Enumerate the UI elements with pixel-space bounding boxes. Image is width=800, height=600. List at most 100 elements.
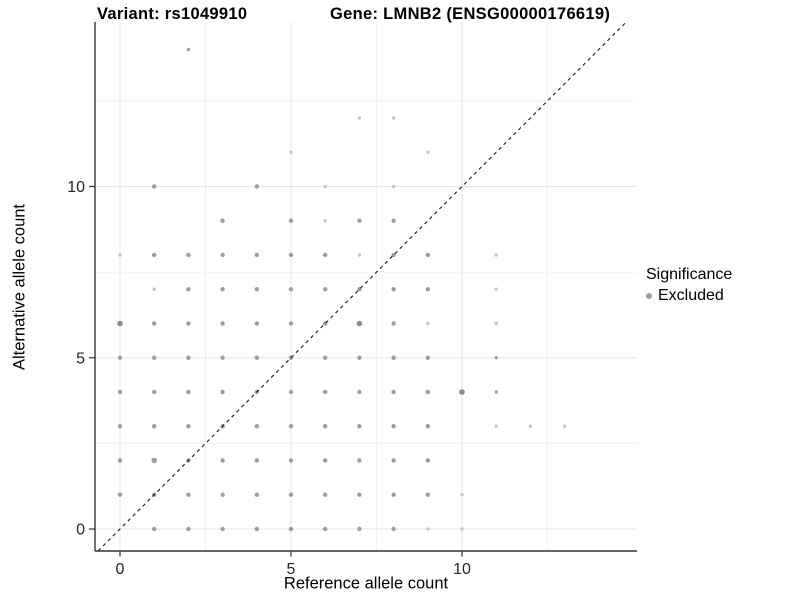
data-point (288, 389, 294, 395)
data-point (152, 252, 157, 258)
data-point (425, 252, 430, 258)
data-point (357, 389, 362, 395)
data-point (254, 492, 259, 497)
gene-title: Gene: LMNB2 (ENSG00000176619) (330, 5, 611, 23)
data-point (288, 287, 294, 292)
data-point (288, 321, 294, 326)
data-point (288, 252, 294, 258)
data-point (220, 389, 225, 395)
data-point (391, 458, 396, 463)
data-point (391, 287, 396, 292)
identity-line (97, 21, 628, 552)
data-point (323, 526, 328, 532)
data-point (357, 526, 362, 532)
data-point (254, 458, 259, 463)
data-point (425, 424, 430, 429)
data-point (357, 458, 362, 463)
data-point (288, 218, 294, 223)
data-point (459, 389, 465, 395)
data-point (186, 321, 191, 326)
data-point (426, 321, 430, 326)
data-point (323, 389, 328, 395)
data-point (152, 424, 157, 429)
data-point (220, 458, 225, 463)
data-point (152, 526, 157, 532)
x-axis-label: Reference allele count (283, 574, 449, 593)
excluded-point-icon (646, 293, 652, 299)
data-point (288, 424, 294, 429)
data-point (323, 252, 328, 258)
data-point (494, 424, 498, 428)
data-point (254, 252, 259, 258)
data-point (425, 389, 430, 395)
data-point (152, 184, 157, 189)
x-tick-label: 10 (453, 561, 471, 578)
data-point (460, 493, 464, 497)
data-point (357, 492, 362, 497)
y-tick-label: 10 (67, 179, 85, 196)
data-point (391, 321, 396, 326)
data-point (391, 492, 396, 497)
data-point (391, 424, 396, 429)
data-point (152, 389, 157, 395)
data-point (425, 287, 430, 292)
data-point (117, 320, 123, 327)
data-point (254, 287, 259, 292)
data-point (494, 253, 498, 257)
data-point (357, 218, 362, 223)
data-point (425, 458, 430, 463)
data-point (220, 287, 225, 292)
data-point (186, 252, 191, 258)
legend: Significance Excluded (646, 266, 732, 305)
data-point (152, 287, 156, 291)
data-point (356, 320, 363, 327)
data-point (425, 355, 430, 360)
data-point (357, 253, 362, 257)
data-point (152, 355, 157, 360)
legend-item-label: Excluded (658, 287, 724, 304)
data-point (186, 526, 191, 532)
data-point (425, 492, 430, 497)
legend-item-excluded: Excluded (646, 287, 732, 305)
data-point (152, 321, 157, 326)
data-point (186, 47, 191, 52)
data-point (391, 355, 396, 360)
data-point (494, 356, 498, 360)
data-point (220, 526, 225, 532)
data-point (220, 355, 225, 360)
data-point (426, 150, 430, 154)
data-point (494, 390, 498, 394)
y-axis-label: Alternative allele count (10, 203, 29, 371)
data-point (186, 492, 191, 497)
data-point (323, 355, 328, 360)
data-point (288, 526, 294, 532)
data-point (254, 355, 259, 360)
data-point (391, 389, 396, 395)
data-point (220, 492, 225, 497)
data-point (117, 492, 123, 497)
data-point (391, 252, 396, 258)
data-point (426, 527, 430, 531)
data-point (323, 458, 328, 463)
x-tick-label: 5 (287, 561, 296, 578)
data-point (186, 389, 191, 395)
data-point (323, 184, 327, 189)
data-point (494, 321, 498, 326)
data-point (494, 287, 498, 291)
data-point (254, 321, 259, 326)
data-point (460, 527, 464, 531)
variant-title: Variant: rs1049910 (97, 5, 248, 23)
data-point (391, 218, 396, 223)
data-point (186, 287, 191, 292)
data-point (391, 526, 396, 532)
data-point (391, 184, 396, 189)
legend-title: Significance (646, 266, 733, 283)
data-point (186, 355, 191, 360)
data-point (289, 150, 293, 154)
x-tick-label: 0 (116, 561, 125, 578)
data-point (323, 424, 328, 429)
data-point (357, 424, 362, 429)
y-tick-label: 0 (76, 522, 85, 539)
data-point (288, 492, 294, 497)
